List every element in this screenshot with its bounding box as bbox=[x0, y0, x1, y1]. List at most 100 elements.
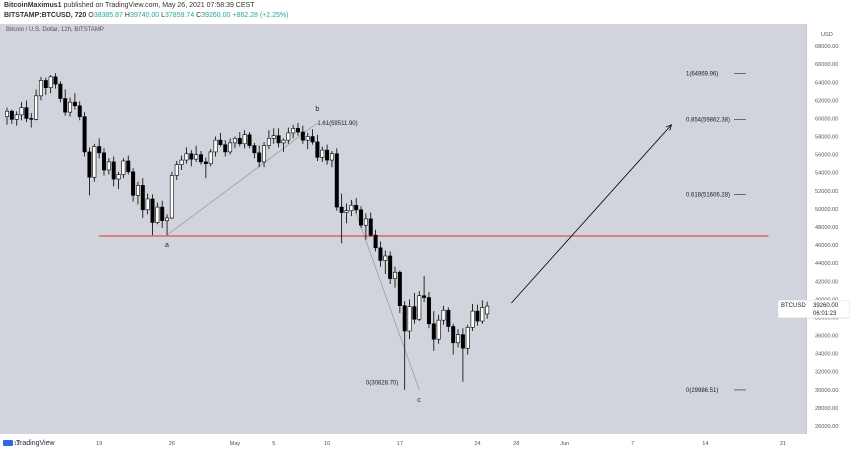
candle bbox=[465, 327, 470, 349]
candle bbox=[378, 247, 383, 261]
last-price-countdown: 06:01:23 bbox=[813, 311, 837, 317]
time-tick-label: May bbox=[230, 441, 241, 447]
candle bbox=[470, 310, 475, 328]
fib-label: 0(30828.70) bbox=[366, 380, 398, 386]
candle bbox=[92, 146, 97, 178]
candle bbox=[174, 164, 179, 176]
candle bbox=[29, 118, 34, 120]
price-tick-label: 60000.00 bbox=[815, 116, 838, 122]
candle bbox=[116, 174, 121, 180]
candle bbox=[208, 151, 213, 164]
candle bbox=[291, 128, 296, 134]
candle bbox=[63, 98, 68, 113]
candle bbox=[102, 152, 107, 171]
chart-plot-area[interactable]: Bitcoin / U.S. Dollar, 12h, BITSTAMP 1.6… bbox=[0, 24, 806, 434]
candle bbox=[344, 210, 349, 213]
candle bbox=[368, 218, 373, 236]
candle bbox=[106, 161, 111, 171]
candle bbox=[276, 135, 281, 144]
candle bbox=[300, 131, 305, 141]
candle bbox=[5, 110, 10, 117]
candle bbox=[417, 295, 422, 320]
candle bbox=[218, 139, 223, 145]
candle bbox=[388, 255, 393, 279]
candle bbox=[242, 134, 247, 145]
candle bbox=[126, 160, 131, 173]
candle bbox=[135, 185, 140, 196]
price-tick-label: 30000.00 bbox=[815, 388, 838, 394]
candle bbox=[111, 161, 116, 180]
candle bbox=[140, 185, 145, 211]
candle bbox=[431, 323, 436, 340]
candle bbox=[460, 334, 465, 349]
time-axis[interactable]: 12 19 26 May 5 10 17 24 28 Jun 7 14 21 bbox=[0, 434, 806, 447]
candle bbox=[14, 114, 19, 120]
candle bbox=[199, 154, 204, 163]
symbol-label: BITSTAMP:BTCUSD, 720 bbox=[4, 12, 87, 19]
candle bbox=[475, 310, 480, 322]
fib-label: 0.854(59862.38) bbox=[686, 118, 730, 124]
publish-text: published on TradingView.com, May 26, 20… bbox=[63, 2, 255, 9]
last-price-value: 39260.00 bbox=[813, 303, 839, 309]
candle bbox=[363, 218, 368, 226]
time-tick-label: 21 bbox=[780, 441, 786, 447]
price-tick-label: 42000.00 bbox=[815, 279, 838, 285]
candle bbox=[329, 153, 334, 161]
open-label: O bbox=[88, 12, 94, 19]
candle bbox=[334, 153, 339, 208]
candle bbox=[194, 154, 199, 160]
time-tick-label: 12 bbox=[14, 441, 20, 447]
pane-label: Bitcoin / U.S. Dollar, 12h, BITSTAMP bbox=[6, 27, 104, 33]
price-axis[interactable]: 26000.00 28000.00 30000.00 32000.00 34000.00… bbox=[806, 24, 850, 434]
fib-label: 1.61(59511.90) bbox=[317, 121, 357, 127]
candle bbox=[82, 116, 87, 153]
candle bbox=[232, 138, 237, 144]
projection-arrow bbox=[511, 124, 672, 304]
candle bbox=[451, 326, 456, 344]
price-tick-label: 58000.00 bbox=[815, 135, 838, 141]
candle bbox=[325, 149, 330, 161]
close-value: 39260.00 bbox=[201, 12, 231, 19]
candle bbox=[184, 153, 189, 161]
price-tick-label: 32000.00 bbox=[815, 370, 838, 376]
candle bbox=[179, 159, 184, 165]
price-tick-label: 64000.00 bbox=[815, 80, 838, 86]
candle bbox=[169, 175, 174, 219]
last-price-symbol: BTCUSD bbox=[781, 303, 806, 309]
price-tick-label: 68000.00 bbox=[815, 44, 838, 50]
publisher-name[interactable]: BitcoinMaximus1 bbox=[4, 2, 62, 9]
candle bbox=[43, 80, 48, 88]
candle bbox=[213, 139, 218, 153]
candle bbox=[19, 107, 24, 116]
candle bbox=[281, 139, 286, 144]
candle bbox=[339, 206, 344, 213]
symbol-ohlc-line: BITSTAMP:BTCUSD, 720 O38385.87 H39740.00… bbox=[4, 12, 288, 19]
candle bbox=[320, 149, 325, 158]
candle bbox=[295, 128, 300, 133]
candle bbox=[257, 152, 262, 163]
footer-brand[interactable]: TradingView bbox=[3, 440, 55, 447]
candle bbox=[485, 305, 490, 315]
publish-info: BitcoinMaximus1 published on TradingView… bbox=[4, 2, 254, 9]
price-tick-label: 38000.00 bbox=[815, 315, 838, 321]
candle bbox=[68, 101, 73, 113]
price-tick-label: 34000.00 bbox=[815, 352, 838, 358]
candle bbox=[480, 307, 485, 322]
high-value: 39740.00 bbox=[129, 12, 160, 19]
time-tick-label: 5 bbox=[272, 441, 275, 447]
candle bbox=[349, 204, 354, 212]
wave-line bbox=[166, 122, 318, 236]
candle bbox=[422, 295, 427, 298]
wave-line bbox=[351, 199, 420, 390]
price-tick-label: 28000.00 bbox=[815, 406, 838, 412]
candle bbox=[359, 209, 364, 226]
price-tick-label: 26000.00 bbox=[815, 424, 838, 430]
candle bbox=[160, 206, 165, 221]
candle bbox=[165, 217, 170, 221]
candle bbox=[24, 107, 29, 119]
candle bbox=[456, 334, 461, 344]
candle bbox=[145, 198, 150, 211]
brand-name: TradingView bbox=[16, 440, 55, 447]
time-tick-label: 19 bbox=[96, 441, 102, 447]
candle bbox=[77, 105, 82, 117]
